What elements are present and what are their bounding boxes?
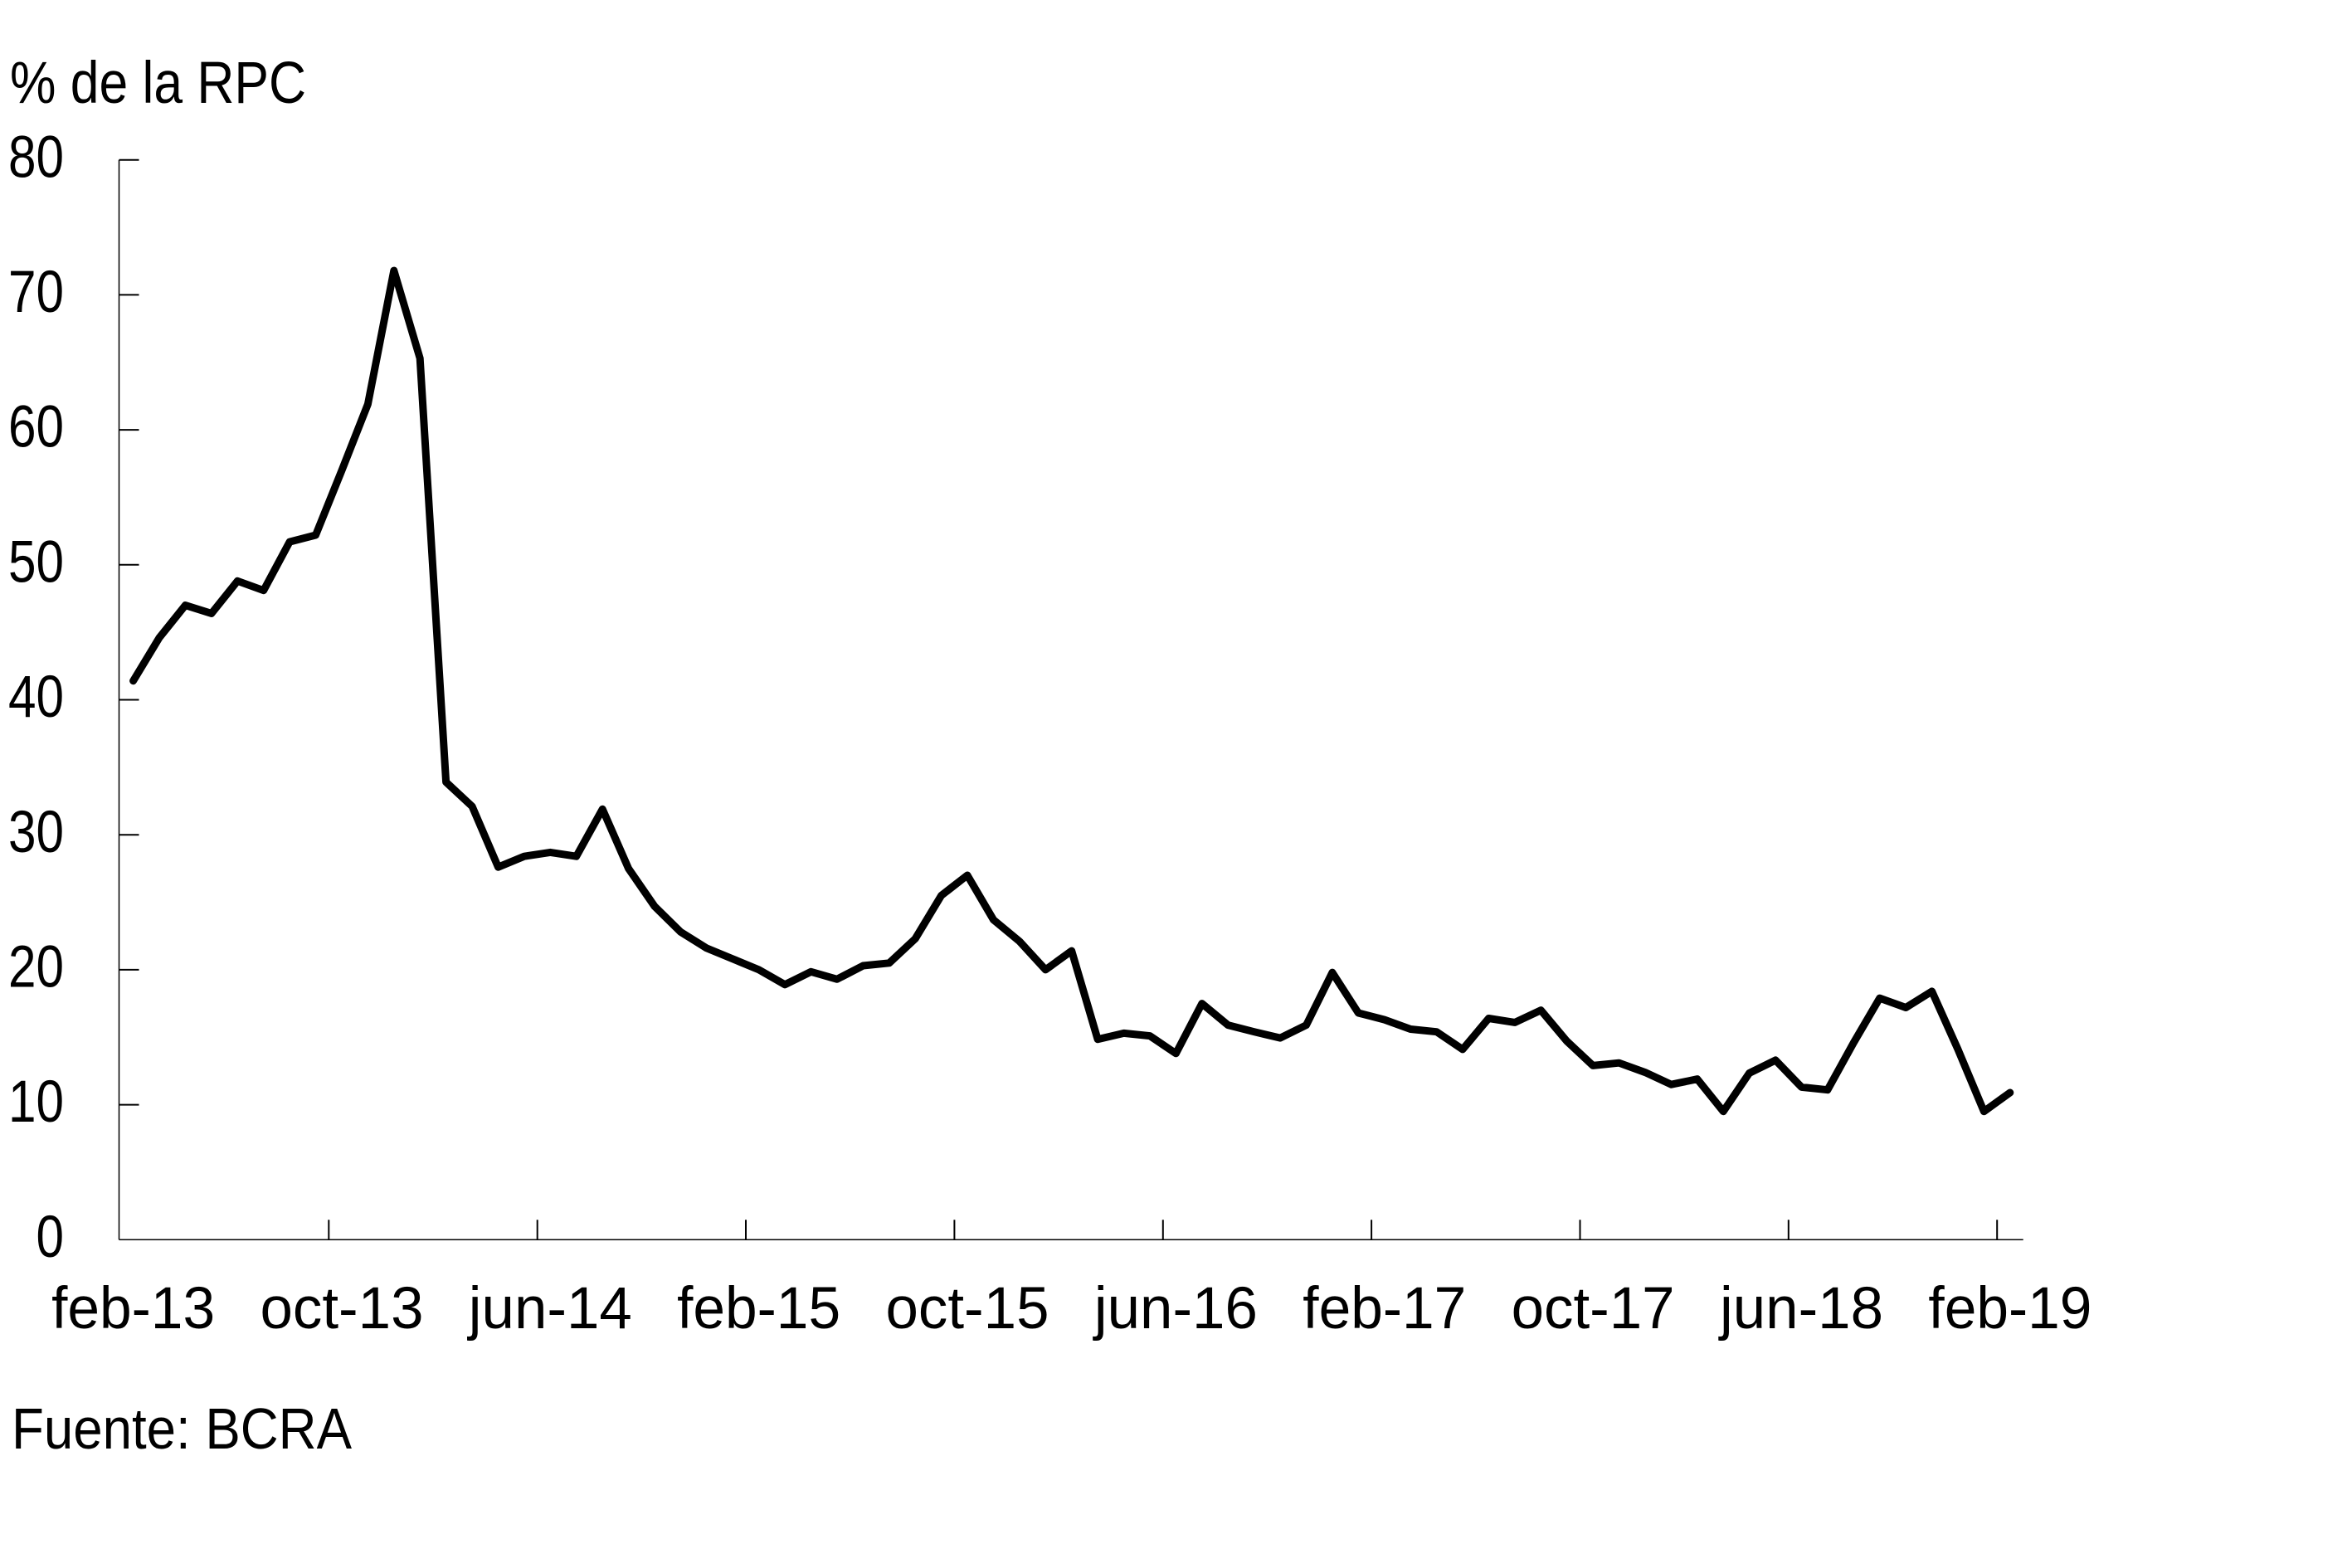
svg-text:feb-19: feb-19	[1928, 1276, 2091, 1342]
svg-text:40: 40	[8, 665, 64, 730]
svg-text:oct-13: oct-13	[261, 1276, 424, 1342]
svg-text:0: 0	[37, 1205, 65, 1270]
svg-text:70: 70	[8, 260, 64, 325]
svg-text:feb-15: feb-15	[677, 1276, 840, 1342]
svg-text:60: 60	[8, 395, 64, 460]
svg-text:20: 20	[8, 935, 64, 1001]
svg-text:80: 80	[8, 124, 64, 190]
svg-text:30: 30	[8, 800, 64, 865]
svg-text:Fuente: BCRA: Fuente: BCRA	[12, 1396, 352, 1461]
svg-text:jun-16: jun-16	[1093, 1276, 1258, 1342]
svg-text:feb-17: feb-17	[1303, 1276, 1466, 1342]
svg-text:10: 10	[8, 1069, 64, 1135]
svg-text:50: 50	[8, 529, 64, 595]
svg-text:oct-15: oct-15	[886, 1276, 1049, 1342]
svg-text:feb-13: feb-13	[51, 1276, 215, 1342]
svg-text:% de la RPC: % de la RPC	[10, 51, 306, 116]
svg-text:oct-17: oct-17	[1512, 1276, 1675, 1342]
svg-text:jun-18: jun-18	[1718, 1276, 1883, 1342]
svg-text:jun-14: jun-14	[467, 1276, 632, 1342]
